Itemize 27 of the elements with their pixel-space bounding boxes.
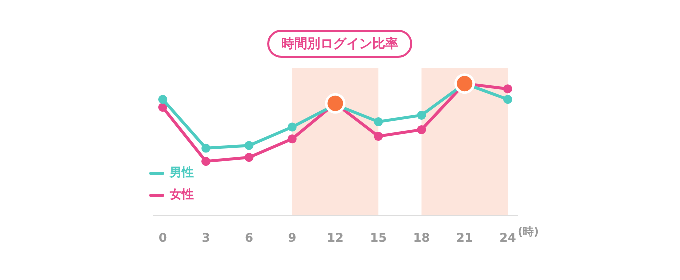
point (244, 141, 254, 150)
point (504, 84, 512, 94)
point (288, 134, 297, 144)
x-tick-label: 18 (413, 230, 430, 245)
point (417, 125, 426, 134)
x-tick-label: 15 (370, 230, 387, 245)
x-tick-label: 12 (327, 230, 344, 245)
x-tick-label: 24 (500, 230, 516, 245)
point (202, 144, 211, 153)
x-tick-label: 6 (245, 230, 254, 245)
point (158, 103, 168, 112)
point (504, 95, 512, 104)
legend-label: 女性 (169, 188, 194, 202)
point (288, 122, 297, 132)
point (244, 153, 254, 162)
point (417, 110, 426, 120)
point (202, 157, 211, 166)
x-tick-label: 21 (456, 230, 474, 245)
point (158, 95, 168, 104)
point (374, 118, 384, 127)
x-axis-title: (時) (518, 225, 540, 238)
chart-title: 時間別ログイン比率 (268, 30, 412, 58)
point (374, 132, 384, 142)
x-tick-label: 3 (202, 230, 210, 245)
x-tick-label: 0 (158, 230, 168, 245)
x-tick-label: 9 (288, 230, 297, 245)
legend-label: 男性 (169, 166, 194, 180)
